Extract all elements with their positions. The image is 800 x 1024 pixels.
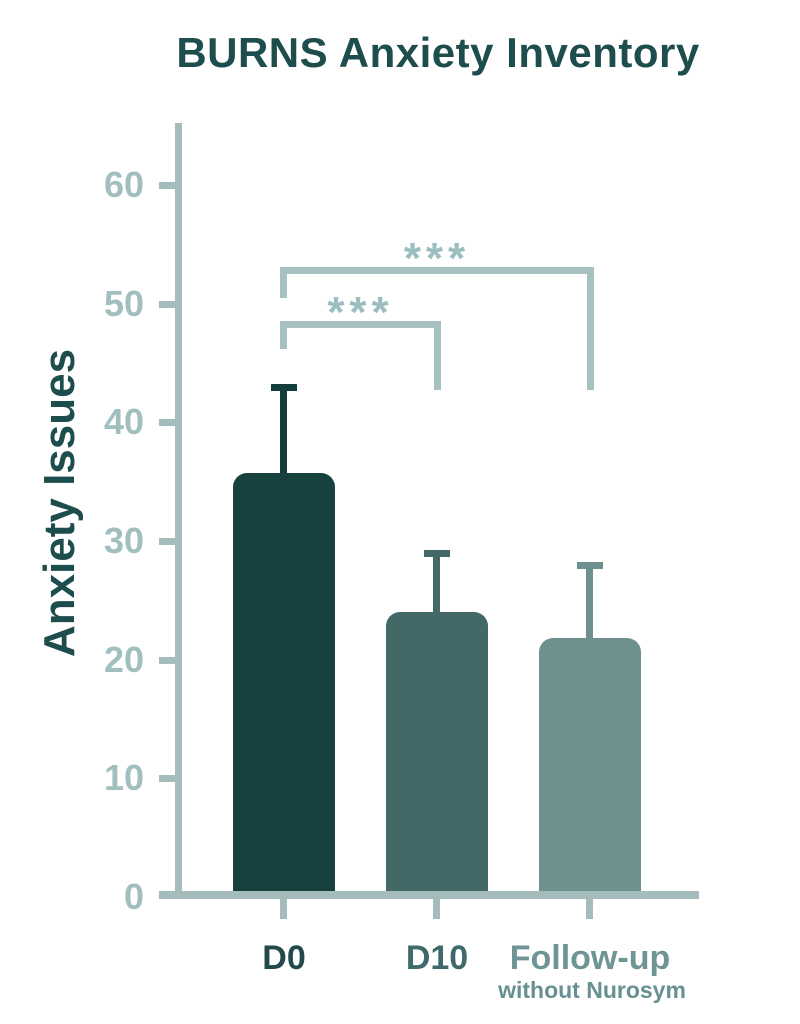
bar: [233, 473, 335, 897]
x-axis-category-label: D0: [262, 939, 306, 977]
chart-title: BURNS Anxiety Inventory: [176, 29, 700, 76]
error-bar-stem: [586, 565, 593, 650]
significance-label: ***: [403, 234, 471, 283]
significance-bracket-left-leg: [280, 321, 287, 349]
y-tick-label: 0: [123, 876, 144, 917]
y-tick: [159, 538, 176, 545]
error-bar-stem: [280, 387, 287, 485]
y-tick-label: 60: [103, 164, 144, 205]
significance-bracket-left-leg: [280, 267, 287, 298]
bar: [539, 638, 641, 897]
significance-bracket-line: [280, 267, 594, 274]
x-axis-category-sublabel: without Nurosym: [498, 977, 686, 1003]
y-tick-label: 20: [103, 639, 144, 680]
y-tick: [159, 775, 176, 782]
x-axis-line: [159, 891, 699, 899]
y-tick: [159, 301, 176, 308]
error-bar-stem: [433, 553, 440, 624]
y-tick-label: 30: [103, 520, 144, 561]
x-tick: [280, 899, 287, 919]
y-tick-label: 50: [103, 283, 144, 324]
bar: [386, 612, 488, 897]
x-tick: [586, 899, 593, 919]
y-tick: [159, 419, 176, 426]
x-tick: [433, 899, 440, 919]
y-tick: [159, 657, 176, 664]
significance-label: ***: [327, 288, 394, 337]
y-axis-line: [175, 123, 182, 899]
significance-bracket-right-leg: [434, 321, 441, 390]
y-tick-label: 40: [103, 401, 144, 442]
x-axis-category-label: D10: [405, 939, 469, 977]
y-tick-label: 10: [103, 757, 144, 798]
significance-bracket-line: [280, 321, 441, 328]
error-bar-cap: [271, 384, 297, 391]
significance-bracket-right-leg: [587, 267, 594, 390]
error-bar-cap: [577, 562, 603, 569]
y-tick: [159, 182, 176, 189]
error-bar-cap: [424, 550, 450, 557]
x-axis-category-label: Follow-up: [509, 939, 671, 977]
